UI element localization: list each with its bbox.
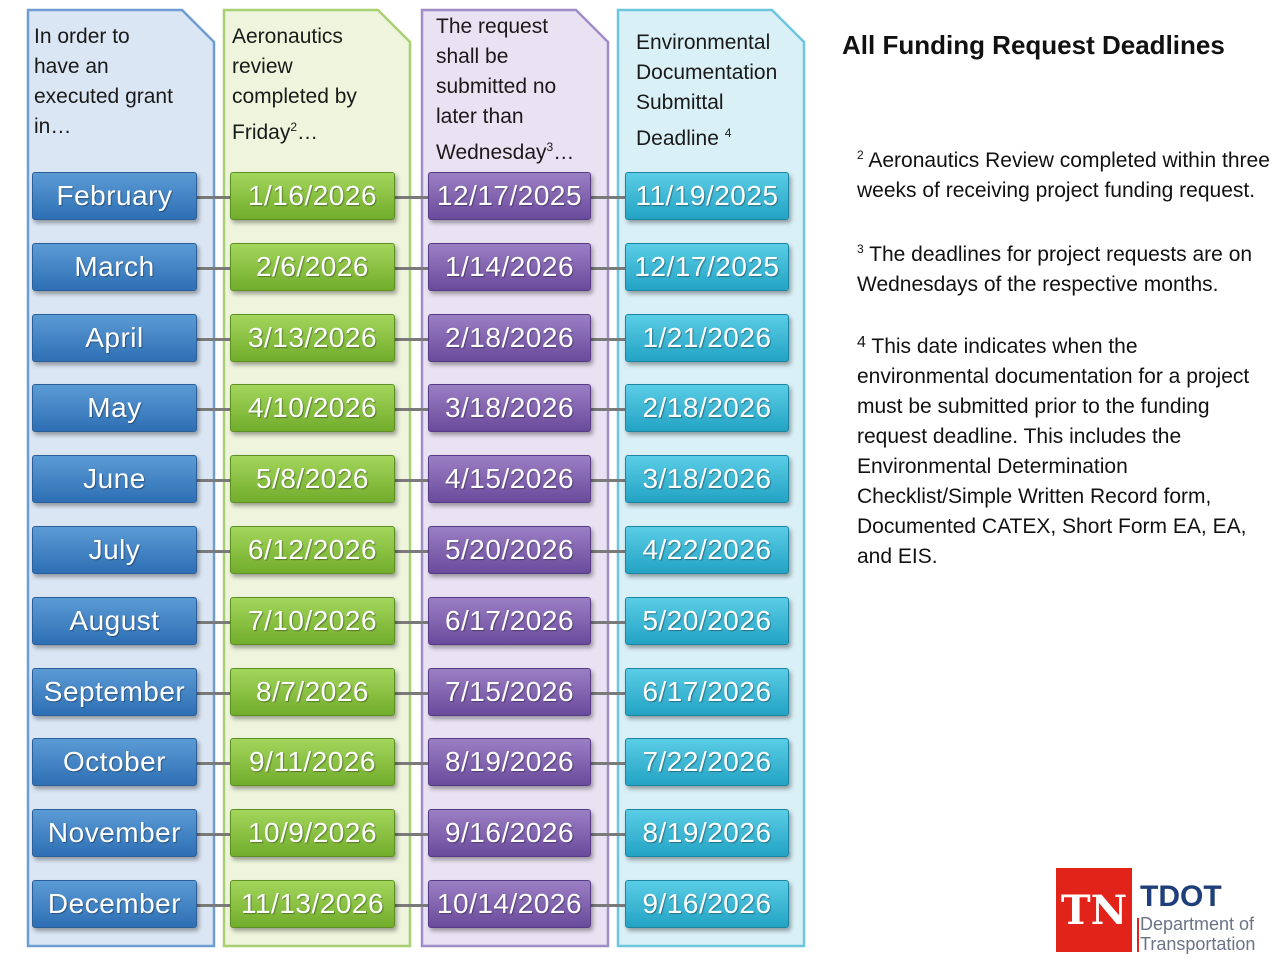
date-cell-request-february: 12/17/2025 [428,172,591,220]
column-header-2: Aeronautics review completed by Friday2… [232,25,357,144]
row-connector [197,692,230,695]
row-connector [591,692,625,695]
row-connector [197,408,230,411]
tn-logo-mark: TN [1056,868,1132,952]
month-cell-month-may: May [32,384,197,432]
row-connector [591,479,625,482]
date-cell-review-november: 10/9/2026 [230,809,395,857]
page-title: All Funding Request Deadlines [842,30,1225,60]
date-cell-request-july: 5/20/2026 [428,526,591,574]
row-connector [197,550,230,553]
row-connector [197,267,230,270]
row-connector [395,196,428,199]
row-connector [395,408,428,411]
row-connector [197,621,230,624]
date-cell-request-december: 10/14/2026 [428,880,591,928]
footnote-2: 2 Aeronautics Review completed within th… [857,148,1270,202]
column-header-1: In order to have an executed grant in… [34,25,173,138]
month-cell-month-june: June [32,455,197,503]
month-cell-month-december: December [32,880,197,928]
row-connector [197,196,230,199]
month-cell-month-april: April [32,314,197,362]
row-connector [591,267,625,270]
row-connector [591,408,625,411]
month-cell-month-august: August [32,597,197,645]
row-connector [591,196,625,199]
month-cell-month-october: October [32,738,197,786]
footnotes: 2 Aeronautics Review completed within th… [857,140,1272,600]
date-cell-environmental-october: 7/22/2026 [625,738,789,786]
month-cell-month-july: July [32,526,197,574]
row-connector [395,267,428,270]
month-cell-month-february: February [32,172,197,220]
date-cell-review-august: 7/10/2026 [230,597,395,645]
row-connector [197,338,230,341]
month-cell-month-september: September [32,668,197,716]
date-cell-review-september: 8/7/2026 [230,668,395,716]
row-connector [395,550,428,553]
footnote-4: 4 This date indicates when the environme… [857,334,1250,568]
date-cell-request-may: 3/18/2026 [428,384,591,432]
row-connector [395,762,428,765]
row-connector [197,762,230,765]
date-cell-environmental-december: 9/16/2026 [625,880,789,928]
row-connector [395,904,428,907]
date-cell-review-may: 4/10/2026 [230,384,395,432]
row-connector [197,479,230,482]
date-cell-review-july: 6/12/2026 [230,526,395,574]
date-cell-request-august: 6/17/2026 [428,597,591,645]
date-cell-environmental-september: 6/17/2026 [625,668,789,716]
date-cell-request-september: 7/15/2026 [428,668,591,716]
footnote-3: 3 The deadlines for project requests are… [857,242,1253,296]
row-connector [395,621,428,624]
row-connector [591,550,625,553]
date-cell-environmental-august: 5/20/2026 [625,597,789,645]
row-connector [591,904,625,907]
row-connector [591,833,625,836]
column-header-4: Environmental Documentation Submittal Deadl… [636,31,778,150]
date-cell-environmental-april: 1/21/2026 [625,314,789,362]
row-connector [395,338,428,341]
date-cell-review-february: 1/16/2026 [230,172,395,220]
date-cell-environmental-november: 8/19/2026 [625,809,789,857]
tdot-logo-text: TDOT [1140,880,1222,913]
date-cell-request-april: 2/18/2026 [428,314,591,362]
date-cell-environmental-july: 4/22/2026 [625,526,789,574]
date-cell-request-october: 8/19/2026 [428,738,591,786]
date-cell-environmental-june: 3/18/2026 [625,455,789,503]
date-cell-review-october: 9/11/2026 [230,738,395,786]
row-connector [591,621,625,624]
row-connector [591,338,625,341]
row-connector [395,833,428,836]
date-cell-review-december: 11/13/2026 [230,880,395,928]
row-connector [395,692,428,695]
date-cell-review-march: 2/6/2026 [230,243,395,291]
row-connector [197,833,230,836]
logo-accent-line [1137,918,1139,952]
row-connector [395,479,428,482]
row-connector [197,904,230,907]
month-cell-month-november: November [32,809,197,857]
date-cell-environmental-may: 2/18/2026 [625,384,789,432]
date-cell-review-june: 5/8/2026 [230,455,395,503]
date-cell-environmental-march: 12/17/2025 [625,243,789,291]
month-cell-month-march: March [32,243,197,291]
date-cell-review-april: 3/13/2026 [230,314,395,362]
row-connector [591,762,625,765]
date-cell-request-november: 9/16/2026 [428,809,591,857]
date-cell-environmental-february: 11/19/2025 [625,172,789,220]
date-cell-request-march: 1/14/2026 [428,243,591,291]
tdot-logo-subtitle: Department of Transportation [1140,914,1256,954]
column-header-3: The request shall be submitted no later tha… [436,15,575,164]
date-cell-request-june: 4/15/2026 [428,455,591,503]
